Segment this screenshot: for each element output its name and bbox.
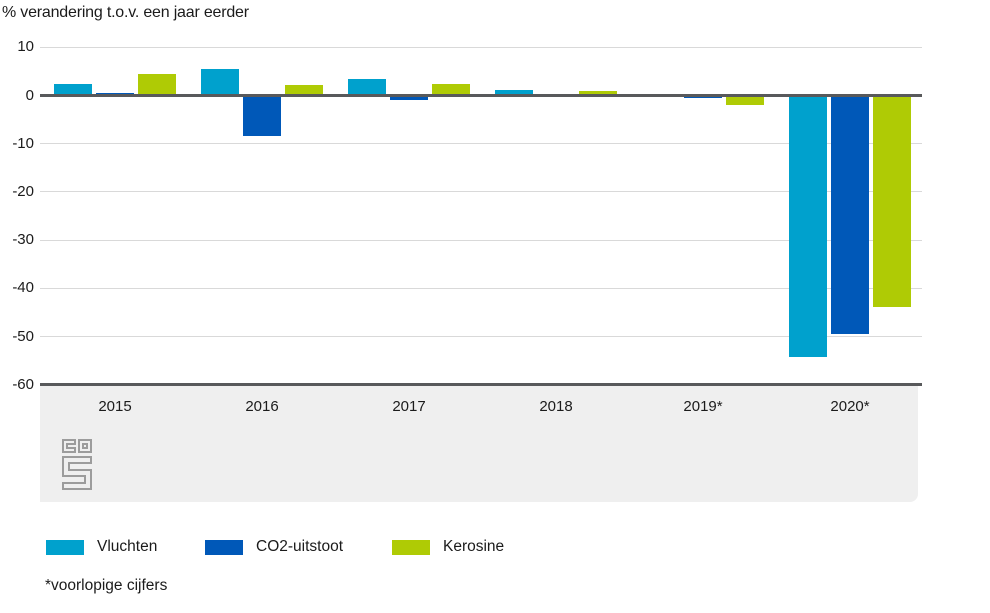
gridline — [40, 191, 922, 193]
y-tick-label: -20 — [12, 182, 34, 200]
x-tick-label: 2016 — [245, 398, 279, 415]
legend-item-kerosine: Kerosine — [392, 537, 504, 557]
bar-kerosine-2020 — [873, 95, 911, 308]
bar-kerosine-2017 — [432, 83, 470, 96]
legend-item-vluchten: Vluchten — [46, 537, 157, 557]
legend-label-vluchten: Vluchten — [97, 538, 158, 555]
cbs-logo-c — [62, 439, 76, 453]
x-tick-label: 2020* — [830, 398, 870, 415]
bar-co2-uitstoot-2017 — [390, 95, 428, 101]
bar-co2-uitstoot-2016 — [243, 95, 281, 136]
cbs-logo-b-outer — [78, 439, 92, 453]
x-axis-band — [40, 386, 918, 502]
gridline — [40, 287, 922, 289]
x-tick-label: 2018 — [539, 398, 573, 415]
cbs-logo-s — [62, 456, 92, 490]
bar-vluchten-2015 — [54, 83, 92, 96]
legend-swatch-co2-uitstoot — [205, 539, 243, 555]
y-tick-label: -40 — [12, 279, 34, 297]
bottom-axis-line — [40, 383, 922, 387]
legend-label-co2-uitstoot: CO2-uitstoot — [256, 538, 344, 555]
x-tick-label: 2017 — [392, 398, 426, 415]
y-tick-label: 10 — [17, 38, 34, 56]
bar-co2-uitstoot-2020 — [831, 95, 869, 334]
footnote: *voorlopige cijfers — [45, 577, 168, 594]
y-tick-label: 0 — [25, 86, 34, 104]
zero-axis-line — [40, 94, 922, 97]
bar-kerosine-2015 — [138, 74, 176, 96]
legend-label-kerosine: Kerosine — [443, 538, 505, 555]
bar-kerosine-2018 — [579, 91, 617, 96]
y-tick-label: -50 — [12, 327, 34, 345]
legend-swatch-kerosine — [392, 539, 430, 555]
x-tick-label: 2019* — [683, 398, 723, 415]
gridline — [40, 46, 922, 48]
legend-item-co2-uitstoot: CO2-uitstoot — [205, 537, 343, 557]
bar-vluchten-2020 — [789, 95, 827, 358]
gridline — [40, 239, 922, 241]
cbs-logo — [62, 439, 92, 490]
chart-title: % verandering t.o.v. een jaar eerder — [2, 4, 249, 21]
x-tick-label: 2015 — [98, 398, 132, 415]
legend-swatch-vluchten — [46, 539, 84, 555]
gridline — [40, 336, 922, 337]
y-tick-label: -30 — [12, 231, 34, 249]
gridline — [40, 143, 922, 145]
bar-kerosine-2019 — [726, 95, 764, 106]
y-tick-label: -10 — [12, 134, 34, 152]
bar-vluchten-2018 — [495, 89, 533, 96]
bar-vluchten-2017 — [348, 78, 386, 96]
bar-vluchten-2016 — [201, 68, 239, 96]
bar-kerosine-2016 — [285, 85, 323, 96]
y-tick-label: -60 — [12, 375, 34, 393]
legend: Vluchten CO2-uitstoot Kerosine — [0, 537, 990, 561]
cbs-logo-b-inner — [82, 443, 88, 449]
